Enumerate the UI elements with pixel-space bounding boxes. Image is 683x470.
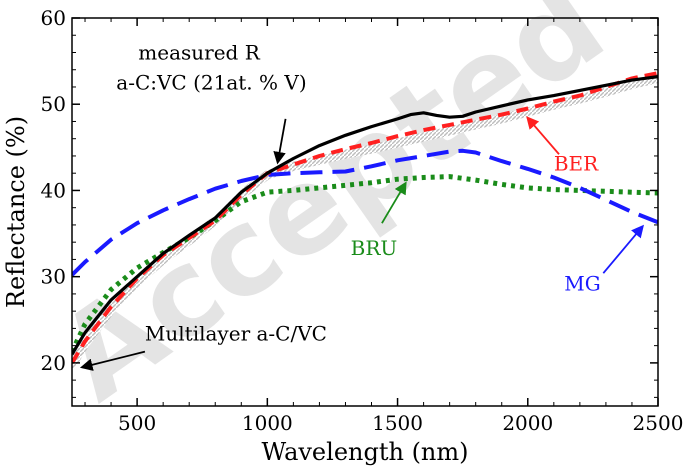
annotation-mg: MG [564,224,644,295]
annotation-multilayer-arrow [79,350,146,371]
annotation-multilayer: Multilayer a-C/VC [79,321,327,371]
series-bru [72,174,658,353]
annotation-ber: BER [526,116,599,176]
annotation-ber-text-0: BER [554,152,599,176]
plot-frame [71,17,659,407]
annotation-measured-arrow [273,118,287,165]
y-tick-label-60: 60 [41,6,66,30]
annotation-measured-text-1: a-C:VC (21at. % V) [116,70,306,94]
annotation-bru: BRU [351,181,407,260]
y-tick-label-30: 30 [41,265,66,289]
series-mg [72,148,658,277]
series-layer [72,71,658,370]
x-tick-label-1000: 1000 [242,411,293,435]
x-tick-label-2000: 2000 [502,411,553,435]
series-multilayer-a-c-vc [72,73,658,370]
annotation-measured-text-0: measured R [138,40,260,64]
tick-layer: 500 1000 1500 2000 2500 20 30 40 50 60 [41,6,683,435]
y-tick-label-40: 40 [41,178,66,202]
annotation-mg-text-0: MG [564,271,600,295]
y-tick-label-50: 50 [41,92,66,116]
x-axis-title: Wavelength (nm) [261,438,468,466]
annotation-layer: measured R a-C:VC (21at. % V) BER BRU MG Mult… [79,40,644,371]
x-tick-label-2500: 2500 [633,411,683,435]
annotation-measured: measured R a-C:VC (21at. % V) [116,40,307,165]
annotation-mg-arrow [602,224,644,274]
annotation-bru-arrow [381,181,407,224]
annotation-bru-text-0: BRU [351,236,398,260]
y-axis-title: Reflectance (%) [2,116,30,308]
x-tick-label-1500: 1500 [372,411,423,435]
x-tick-label-500: 500 [118,411,156,435]
watermark-text: Accepted [35,0,628,428]
y-tick-label-20: 20 [41,351,66,375]
series-measured-r [72,75,658,356]
annotation-ber-arrow [526,116,560,155]
annotation-multilayer-text-0: Multilayer a-C/VC [145,321,327,345]
